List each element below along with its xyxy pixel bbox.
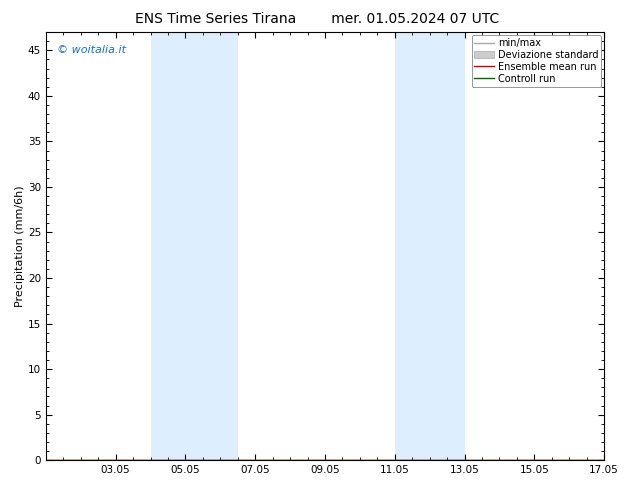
Bar xyxy=(150,32,238,460)
Text: ENS Time Series Tirana        mer. 01.05.2024 07 UTC: ENS Time Series Tirana mer. 01.05.2024 0… xyxy=(135,12,499,26)
Bar xyxy=(395,32,465,460)
Y-axis label: Precipitation (mm/6h): Precipitation (mm/6h) xyxy=(15,185,25,307)
Text: © woitalia.it: © woitalia.it xyxy=(57,45,126,55)
Legend: min/max, Deviazione standard, Ensemble mean run, Controll run: min/max, Deviazione standard, Ensemble m… xyxy=(472,35,601,87)
